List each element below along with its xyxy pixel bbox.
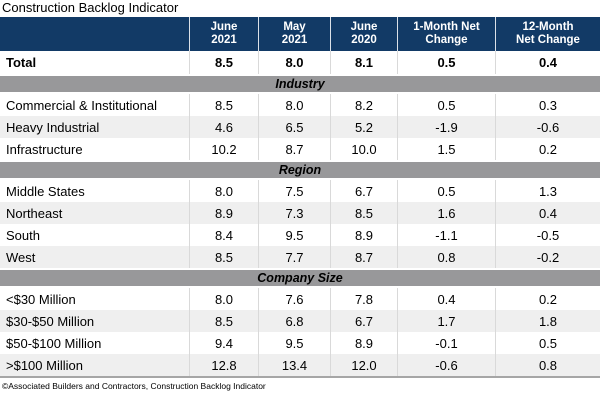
header-cell-june-2021: June 2021 [189, 17, 258, 51]
row-value: 10.2 [189, 138, 258, 160]
table-header-row: June 2021 May 2021 June 2020 1-Month Net… [0, 17, 600, 51]
row-label: Northeast [6, 205, 63, 221]
table-row-30-million: <$30 Million 8.0 7.6 7.8 0.4 0.2 [0, 288, 600, 310]
row-value: 8.0 [189, 288, 258, 310]
row-value: -0.5 [495, 224, 600, 246]
row-value: 9.4 [189, 332, 258, 354]
row-value: 7.7 [258, 246, 330, 268]
row-value: -0.1 [397, 332, 495, 354]
row-value: 6.7 [330, 310, 397, 332]
row-value: 6.5 [258, 116, 330, 138]
table-row-south: South 8.4 9.5 8.9 -1.1 -0.5 [0, 224, 600, 246]
row-value: 12.0 [330, 354, 397, 376]
row-value: 7.8 [330, 288, 397, 310]
total-value: 8.0 [258, 51, 330, 74]
row-value: 0.8 [397, 246, 495, 268]
row-value: 7.6 [258, 288, 330, 310]
total-row-label: Total [6, 55, 37, 70]
row-value: 8.5 [189, 310, 258, 332]
row-value: 0.5 [495, 332, 600, 354]
row-value: 8.4 [189, 224, 258, 246]
row-label: Infrastructure [6, 141, 83, 157]
row-value: 8.2 [330, 94, 397, 116]
row-value: 12.8 [189, 354, 258, 376]
row-value: 7.5 [258, 180, 330, 202]
row-value: 8.9 [330, 332, 397, 354]
total-value: 0.4 [495, 51, 600, 74]
row-label: West [6, 249, 36, 265]
row-label: Middle States [6, 183, 85, 199]
row-value: 0.8 [495, 354, 600, 376]
row-value: 8.5 [189, 246, 258, 268]
row-value: 1.6 [397, 202, 495, 224]
row-value: 1.8 [495, 310, 600, 332]
footer-source-note: ©Associated Builders and Contractors, Co… [2, 381, 266, 391]
row-value: -1.9 [397, 116, 495, 138]
row-label: Commercial & Institutional [6, 97, 157, 113]
row-label: >$100 Million [6, 357, 83, 373]
table-row-50-100-million: $50-$100 Million 9.4 9.5 8.9 -0.1 0.5 [0, 332, 600, 354]
row-value: 1.5 [397, 138, 495, 160]
row-value: 5.2 [330, 116, 397, 138]
header-cell-1-month-net-change: 1-Month Net Change [397, 17, 495, 51]
row-value: 0.4 [397, 288, 495, 310]
table-row-west: West 8.5 7.7 8.7 0.8 -0.2 [0, 246, 600, 268]
row-value: 0.2 [495, 138, 600, 160]
row-value: 8.7 [330, 246, 397, 268]
header-cell-june-2020: June 2020 [330, 17, 397, 51]
row-value: 1.7 [397, 310, 495, 332]
row-value: 8.0 [258, 94, 330, 116]
row-value: 13.4 [258, 354, 330, 376]
row-label: South [6, 227, 40, 243]
row-value: 10.0 [330, 138, 397, 160]
row-label: Heavy Industrial [6, 119, 100, 135]
row-value: 8.5 [330, 202, 397, 224]
row-value: 0.4 [495, 202, 600, 224]
table-row-commercial-institutional: Commercial & Institutional 8.5 8.0 8.2 0.5 0.… [0, 94, 600, 116]
backlog-table: June 2021 May 2021 June 2020 1-Month Net… [0, 17, 600, 378]
row-value: 9.5 [258, 224, 330, 246]
header-cell-spacer [0, 17, 189, 51]
row-value: -0.2 [495, 246, 600, 268]
row-label: $50-$100 Million [6, 335, 102, 351]
row-value: 6.7 [330, 180, 397, 202]
page-title: Construction Backlog Indicator [2, 0, 179, 15]
row-value: -0.6 [397, 354, 495, 376]
table-row-northeast: Northeast 8.9 7.3 8.5 1.6 0.4 [0, 202, 600, 224]
header-cell-12-month-net-change: 12-Month Net Change [495, 17, 600, 51]
row-value: 9.5 [258, 332, 330, 354]
table-row-infrastructure: Infrastructure 10.2 8.7 10.0 1.5 0.2 [0, 138, 600, 160]
row-value: 0.5 [397, 180, 495, 202]
section-band-industry: Industry [0, 74, 600, 94]
row-value: 8.9 [330, 224, 397, 246]
row-value: 8.7 [258, 138, 330, 160]
header-cell-may-2021: May 2021 [258, 17, 330, 51]
row-value: -0.6 [495, 116, 600, 138]
total-value: 8.1 [330, 51, 397, 74]
total-value: 8.5 [189, 51, 258, 74]
row-value: 6.8 [258, 310, 330, 332]
table-row-100-million: >$100 Million 12.8 13.4 12.0 -0.6 0.8 [0, 354, 600, 376]
row-value: 7.3 [258, 202, 330, 224]
row-label: <$30 Million [6, 291, 76, 307]
row-label: $30-$50 Million [6, 313, 95, 329]
row-value: 8.0 [189, 180, 258, 202]
table-row-heavy-industrial: Heavy Industrial 4.6 6.5 5.2 -1.9 -0.6 [0, 116, 600, 138]
table-row-30-50-million: $30-$50 Million 8.5 6.8 6.7 1.7 1.8 [0, 310, 600, 332]
row-value: 1.3 [495, 180, 600, 202]
row-value: -1.1 [397, 224, 495, 246]
row-value: 4.6 [189, 116, 258, 138]
row-value: 0.2 [495, 288, 600, 310]
total-value: 0.5 [397, 51, 495, 74]
row-value: 0.5 [397, 94, 495, 116]
section-band-company-size: Company Size [0, 268, 600, 288]
table-body: Industry Commercial & Institutional 8.5 8.0… [0, 74, 600, 376]
row-value: 8.9 [189, 202, 258, 224]
row-value: 0.3 [495, 94, 600, 116]
section-band-region: Region [0, 160, 600, 180]
row-value: 8.5 [189, 94, 258, 116]
total-row: Total 8.5 8.0 8.1 0.5 0.4 [0, 51, 600, 74]
table-row-middle-states: Middle States 8.0 7.5 6.7 0.5 1.3 [0, 180, 600, 202]
